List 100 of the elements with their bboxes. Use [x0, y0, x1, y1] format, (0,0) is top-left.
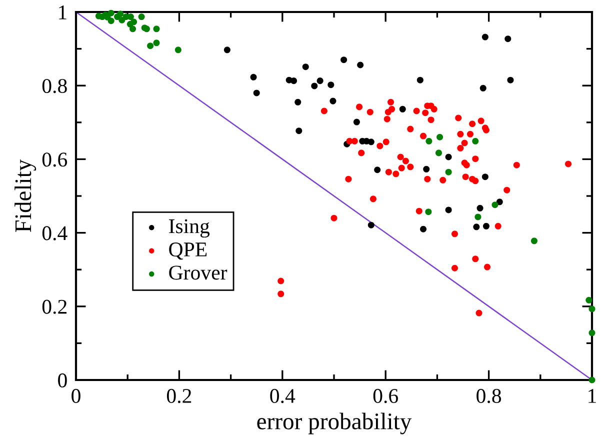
point [356, 104, 363, 110]
legend-label: QPE [169, 242, 207, 260]
point [402, 158, 409, 164]
point [413, 108, 420, 114]
point [376, 142, 384, 150]
point [388, 106, 396, 112]
point [138, 14, 145, 20]
legend-label: Ising [169, 219, 210, 238]
point [330, 214, 338, 222]
point [398, 164, 405, 172]
point [357, 62, 364, 68]
point [374, 166, 381, 174]
point [445, 206, 452, 214]
x-tick-label: 0.4 [270, 388, 296, 404]
point [494, 222, 502, 230]
point [385, 168, 392, 176]
point [108, 10, 114, 16]
y-tick-label: 0.2 [42, 300, 67, 314]
point [430, 106, 438, 112]
x-tick-label: 0.8 [476, 388, 502, 404]
y-tick-label: 0.4 [42, 226, 68, 240]
point [484, 264, 491, 270]
point [451, 230, 458, 238]
x-tick-label: 0.2 [166, 388, 192, 404]
point [384, 116, 390, 122]
point [290, 78, 298, 84]
point [457, 144, 464, 152]
point [472, 138, 479, 144]
point [311, 82, 318, 90]
point [586, 296, 592, 304]
point [302, 64, 309, 70]
point [436, 134, 444, 140]
point [588, 330, 596, 336]
point [224, 46, 230, 54]
point [340, 56, 348, 64]
point [250, 74, 257, 80]
point [296, 128, 302, 134]
point [399, 106, 406, 112]
point [420, 226, 427, 232]
point [345, 176, 352, 182]
point [504, 186, 510, 194]
point [424, 176, 431, 182]
point [472, 256, 479, 262]
point [530, 238, 538, 244]
point [428, 116, 434, 124]
y-tick-label: 0 [58, 373, 67, 388]
point [407, 126, 414, 132]
point [426, 138, 432, 144]
point [366, 108, 374, 116]
point [445, 168, 452, 176]
point [504, 36, 512, 42]
point [472, 178, 479, 184]
point [392, 170, 400, 178]
point [478, 118, 484, 124]
point [351, 138, 358, 144]
point [455, 114, 462, 122]
point [482, 34, 488, 40]
y-axis-title: Fidelity [14, 159, 36, 232]
point [382, 138, 390, 146]
point [416, 208, 422, 214]
point [370, 196, 376, 202]
point [469, 120, 476, 128]
point [451, 264, 458, 272]
point [513, 162, 520, 168]
point [425, 208, 432, 216]
x-axis-title: error probability [257, 412, 412, 434]
y-tick-label: 1 [59, 5, 66, 20]
point [462, 174, 469, 180]
point [476, 310, 482, 316]
point [253, 90, 260, 96]
point [474, 214, 482, 220]
point [496, 198, 503, 206]
point [423, 166, 430, 172]
point [476, 204, 484, 212]
point [457, 130, 464, 138]
point [320, 108, 328, 114]
point [153, 26, 160, 32]
point [422, 110, 429, 116]
point [353, 118, 360, 126]
point [482, 222, 490, 230]
point [466, 130, 474, 138]
x-tick-label: 1 [588, 389, 596, 403]
point [492, 202, 498, 208]
x-tick-label: 0 [72, 388, 80, 403]
point [358, 150, 365, 156]
point [174, 46, 182, 54]
point [482, 174, 488, 180]
point [473, 224, 480, 230]
point [435, 150, 442, 156]
point [130, 26, 136, 32]
y-tick-label: 0.6 [42, 152, 68, 167]
point [440, 176, 446, 184]
point [416, 76, 424, 84]
x-tick-label: 0.6 [373, 388, 398, 404]
point [507, 76, 514, 84]
point [445, 154, 452, 160]
point [388, 98, 394, 106]
point [330, 98, 336, 104]
point [368, 222, 374, 228]
point [147, 42, 154, 50]
